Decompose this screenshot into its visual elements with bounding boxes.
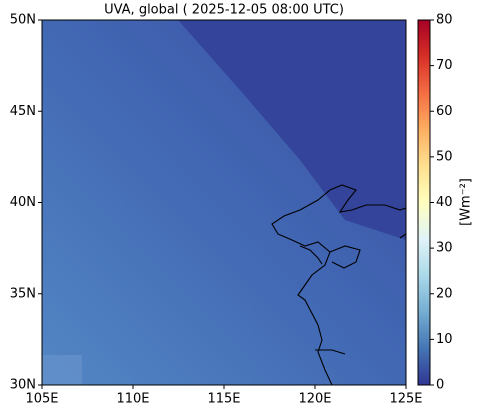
x-tick-label: 120E bbox=[298, 392, 331, 407]
x-tick-label: 115E bbox=[207, 392, 240, 407]
colorbar bbox=[417, 19, 431, 386]
y-tick-label: 40N bbox=[10, 195, 36, 210]
colorbar-tick-label: 60 bbox=[436, 104, 453, 119]
colorbar-tick-label: 30 bbox=[436, 241, 453, 256]
colorbar-tick-label: 10 bbox=[436, 332, 453, 347]
x-tick-label: 125E bbox=[389, 392, 422, 407]
chart-title: UVA, global ( 2025-12-05 08:00 UTC) bbox=[104, 3, 344, 18]
colorbar-tick-label: 80 bbox=[436, 13, 453, 28]
colorbar-tick-label: 20 bbox=[436, 286, 453, 301]
colorbar-tick-label: 40 bbox=[436, 195, 453, 210]
colorbar-tick-label: 70 bbox=[436, 58, 453, 73]
colorbar-tick-label: 50 bbox=[436, 149, 453, 164]
colorbar-tick-label: 0 bbox=[436, 378, 444, 393]
colorbar-label: [Wm⁻²] bbox=[459, 178, 474, 226]
y-tick-label: 50N bbox=[10, 13, 36, 28]
y-tick-label: 45N bbox=[10, 104, 36, 119]
x-tick-label: 110E bbox=[116, 392, 149, 407]
y-tick-label: 30N bbox=[10, 378, 36, 393]
y-tick-label: 35N bbox=[10, 286, 36, 301]
x-tick-label: 105E bbox=[25, 392, 58, 407]
map-field bbox=[42, 20, 406, 385]
